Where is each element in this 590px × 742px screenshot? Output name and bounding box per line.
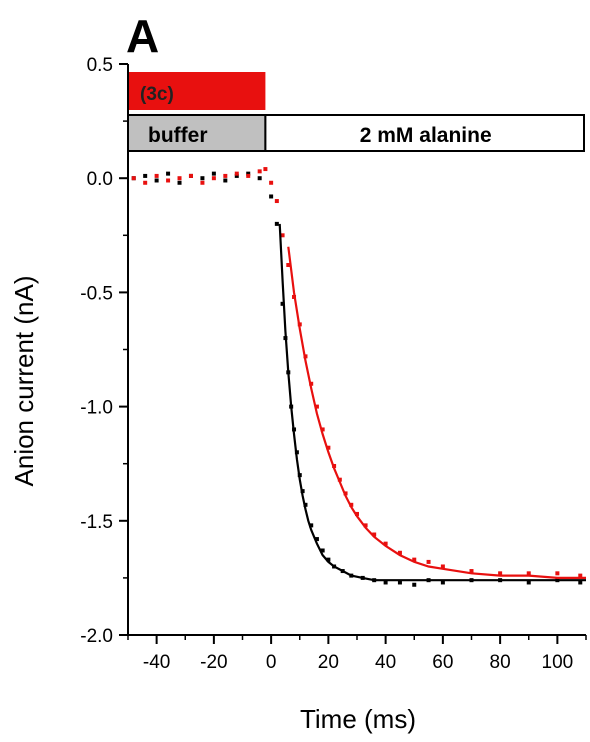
data-point	[426, 559, 431, 564]
data-point	[326, 557, 331, 562]
data-point	[234, 171, 239, 176]
y-tick-label: -1.0	[80, 398, 113, 419]
data-point	[188, 173, 193, 178]
data-point	[383, 541, 388, 546]
data-point	[246, 171, 251, 176]
data-point	[274, 199, 279, 204]
data-point	[363, 523, 368, 528]
data-point	[578, 580, 583, 585]
series-layer	[131, 167, 586, 587]
data-point	[526, 571, 531, 576]
data-point	[131, 176, 136, 181]
data-point	[269, 194, 274, 199]
data-point	[177, 176, 182, 181]
x-tick-label: -40	[143, 652, 170, 673]
x-tick-label: 40	[375, 652, 396, 673]
data-point	[555, 571, 560, 576]
data-point	[177, 180, 182, 185]
data-point	[154, 173, 159, 178]
data-point	[578, 573, 583, 578]
data-point	[257, 169, 262, 174]
data-point	[397, 580, 402, 585]
y-tick-label: 0.5	[87, 55, 113, 76]
data-point	[246, 173, 251, 178]
fit-line-2	[278, 223, 586, 582]
x-axis-label: Time (ms)	[300, 704, 416, 734]
data-point	[223, 178, 228, 183]
fit-line-3	[287, 246, 586, 579]
data-point	[320, 548, 325, 553]
data-point	[211, 171, 216, 176]
data-point	[286, 262, 291, 267]
data-point	[143, 173, 148, 178]
data-point	[372, 532, 377, 537]
y-tick-label: -1.5	[80, 512, 113, 533]
data-point	[440, 564, 445, 569]
stimulus-bar-alanine	[264, 114, 585, 152]
data-point	[469, 569, 474, 574]
stimulus-bar-buffer	[127, 114, 267, 152]
x-tick-label: 80	[490, 652, 511, 673]
data-point	[440, 580, 445, 585]
data-point	[166, 178, 171, 183]
data-point	[257, 176, 262, 181]
data-point	[274, 221, 279, 226]
data-point	[269, 180, 274, 185]
y-tick-label: -0.5	[80, 283, 113, 304]
x-tick-label: 20	[318, 652, 339, 673]
y-axis: 0.5 0.0 -0.5 -1.0 -1.5 -2.0	[80, 55, 129, 647]
data-point	[412, 557, 417, 562]
data-point	[223, 173, 228, 178]
data-point	[143, 180, 148, 185]
y-tick-label: 0.0	[87, 169, 113, 190]
stimulus-bar-3c	[128, 72, 266, 110]
stimulus-bar-3c-label: (3c)	[140, 84, 174, 105]
data-point	[309, 523, 314, 528]
data-point	[355, 511, 359, 516]
data-point	[200, 176, 205, 181]
data-point	[280, 233, 285, 238]
stimulus-bar-buffer-label: buffer	[148, 124, 208, 147]
data-point	[320, 427, 325, 432]
x-tick-label: -20	[200, 652, 227, 673]
data-point	[234, 173, 239, 178]
data-point	[211, 176, 216, 181]
x-tick-label: 0	[266, 652, 277, 673]
panel-label: A	[126, 10, 159, 62]
data-point	[314, 404, 319, 409]
data-point	[498, 571, 503, 576]
y-axis-label: Anion current (nA)	[9, 276, 39, 487]
x-tick-label: 60	[432, 652, 453, 673]
stimulus-bar-alanine-label: 2 mM alanine	[360, 124, 492, 147]
data-point	[166, 171, 171, 176]
data-point	[154, 178, 159, 183]
data-point	[314, 537, 319, 542]
x-axis: -40 -20 0 20 40 60 80 100	[127, 634, 587, 673]
data-point	[383, 580, 388, 585]
data-point	[412, 582, 417, 587]
y-tick-label: -2.0	[80, 626, 113, 647]
data-point	[280, 301, 285, 306]
data-point	[397, 550, 402, 555]
data-point	[326, 445, 331, 450]
data-point	[526, 580, 531, 585]
x-tick-label: 100	[542, 652, 574, 673]
data-point	[200, 180, 205, 185]
data-point	[263, 167, 268, 172]
